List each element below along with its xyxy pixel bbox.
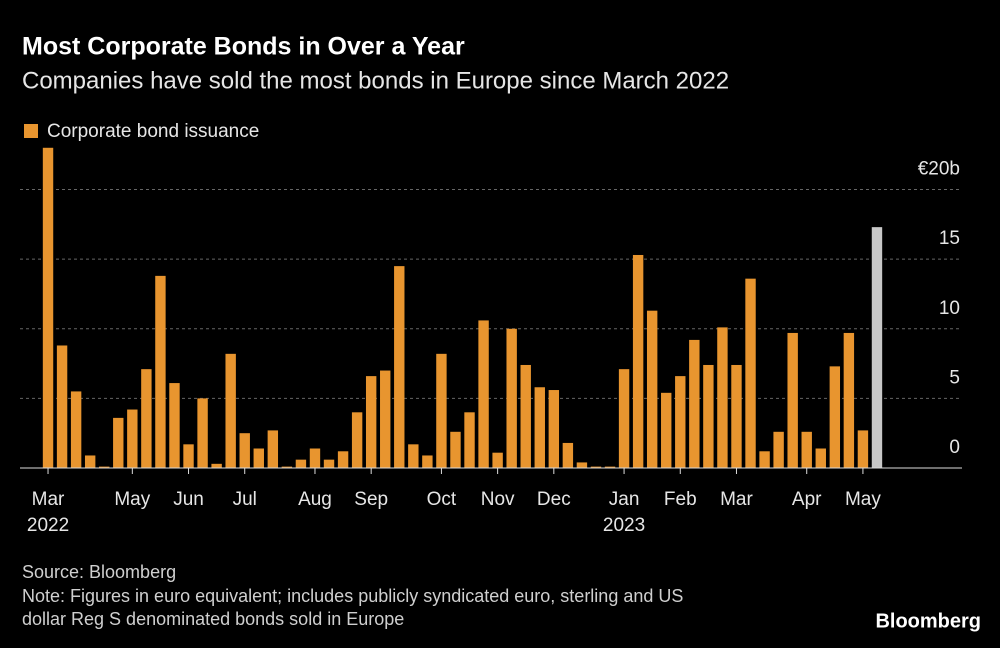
bar bbox=[70, 391, 82, 468]
bar bbox=[562, 442, 574, 468]
bar bbox=[871, 227, 883, 468]
bar bbox=[604, 466, 616, 468]
x-year-label: 2022 bbox=[27, 515, 69, 536]
x-tick-label: Jul bbox=[233, 489, 257, 510]
bar bbox=[295, 459, 307, 468]
bar bbox=[759, 451, 770, 468]
x-tick-label: Mar bbox=[32, 489, 65, 510]
bar bbox=[351, 412, 363, 468]
x-tick-label: May bbox=[114, 489, 150, 510]
bar bbox=[42, 147, 54, 468]
bar bbox=[183, 444, 194, 468]
bar bbox=[169, 383, 180, 468]
brand: Bloomberg bbox=[875, 610, 981, 632]
legend-label: Corporate bond issuance bbox=[47, 121, 259, 142]
bar bbox=[323, 459, 335, 468]
bar bbox=[492, 452, 503, 468]
y-tick-label: €20b bbox=[918, 159, 960, 180]
bar bbox=[253, 448, 264, 468]
bar bbox=[745, 278, 756, 468]
x-year-label: 2023 bbox=[603, 515, 645, 536]
bar bbox=[99, 466, 110, 468]
x-tick-label: Sep bbox=[354, 489, 388, 510]
bar bbox=[590, 466, 602, 468]
bar bbox=[534, 387, 545, 468]
bar bbox=[337, 451, 349, 468]
bar bbox=[436, 353, 447, 468]
y-tick-label: 0 bbox=[949, 437, 960, 458]
bar bbox=[267, 430, 279, 468]
bar bbox=[239, 433, 250, 468]
bar bbox=[520, 364, 531, 468]
bar bbox=[127, 409, 138, 468]
bar bbox=[731, 364, 742, 468]
bar bbox=[380, 370, 391, 468]
y-tick-label: 15 bbox=[939, 228, 960, 249]
bar bbox=[829, 366, 841, 468]
note: Note: Figures in euro equivalent; includ… bbox=[22, 586, 683, 606]
note: dollar Reg S denominated bonds sold in E… bbox=[22, 609, 404, 629]
x-tick-label: Aug bbox=[298, 489, 332, 510]
chart-title: Most Corporate Bonds in Over a Year bbox=[22, 33, 465, 61]
bar bbox=[787, 332, 798, 468]
bar bbox=[309, 448, 321, 468]
bar bbox=[450, 431, 461, 468]
bar bbox=[661, 392, 672, 468]
x-tick-label: Jun bbox=[173, 489, 204, 510]
x-tick-label: Oct bbox=[427, 489, 457, 510]
bar bbox=[281, 466, 293, 468]
bar bbox=[211, 463, 222, 468]
bar bbox=[632, 254, 644, 468]
source: Source: Bloomberg bbox=[22, 562, 176, 582]
y-tick-label: 10 bbox=[939, 298, 960, 319]
x-tick-label: Dec bbox=[537, 489, 571, 510]
bar bbox=[464, 412, 475, 468]
bar bbox=[478, 320, 489, 468]
bar bbox=[422, 455, 433, 468]
bar bbox=[394, 266, 405, 468]
bar bbox=[675, 376, 686, 468]
bar bbox=[618, 369, 630, 468]
x-tick-label: Jan bbox=[609, 489, 640, 510]
bar bbox=[197, 398, 208, 468]
bar bbox=[506, 328, 517, 468]
bar bbox=[857, 430, 869, 468]
bar bbox=[548, 390, 560, 468]
bar bbox=[155, 275, 166, 468]
bar bbox=[801, 431, 812, 468]
x-tick-label: Apr bbox=[792, 489, 822, 510]
bar bbox=[408, 444, 419, 468]
bar bbox=[141, 369, 152, 468]
bar bbox=[365, 376, 377, 468]
bar bbox=[689, 339, 700, 468]
y-tick-label: 5 bbox=[949, 367, 960, 388]
chart-subtitle: Companies have sold the most bonds in Eu… bbox=[22, 67, 729, 94]
bar bbox=[815, 448, 826, 468]
bar bbox=[773, 431, 784, 468]
bar bbox=[646, 310, 658, 468]
bar bbox=[717, 327, 728, 468]
x-tick-label: May bbox=[845, 489, 881, 510]
bar bbox=[576, 462, 588, 468]
legend-swatch bbox=[24, 124, 38, 138]
x-tick-label: Nov bbox=[481, 489, 515, 510]
bar bbox=[113, 417, 124, 468]
bar bbox=[84, 455, 96, 468]
bar bbox=[843, 332, 855, 468]
bar bbox=[703, 364, 714, 468]
x-tick-label: Mar bbox=[720, 489, 753, 510]
bar bbox=[225, 353, 236, 468]
x-tick-label: Feb bbox=[664, 489, 697, 510]
bar bbox=[56, 345, 68, 468]
